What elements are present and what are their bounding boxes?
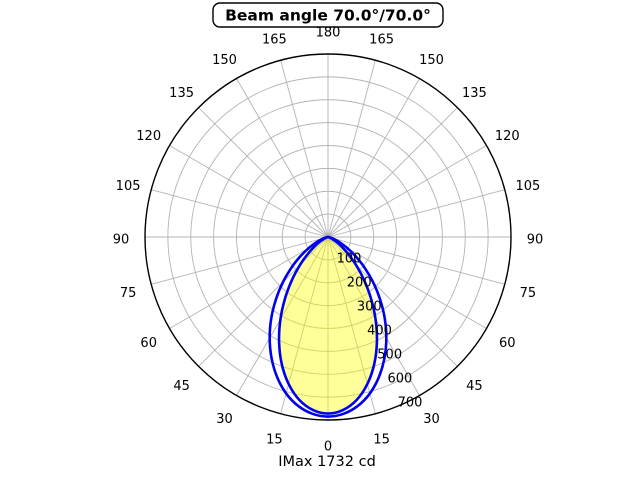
grid-ring xyxy=(304,213,352,261)
angle-tick-label: 180 xyxy=(316,26,341,41)
angle-tick-label: 165 xyxy=(369,33,394,48)
radial-tick-labels: 100 200 300 400 500 600 700 xyxy=(337,252,423,411)
angle-tick-label: 120 xyxy=(136,129,161,144)
grid-ring xyxy=(281,190,375,284)
angle-tick-label: 75 xyxy=(120,286,137,301)
angle-tick-label: 150 xyxy=(419,53,444,68)
title-border xyxy=(212,2,444,28)
grid-ring xyxy=(190,99,466,375)
angle-tick-label: 165 xyxy=(262,33,287,48)
radial-tick-label: 500 xyxy=(377,348,402,363)
grid-ring xyxy=(213,122,443,352)
radial-tick-label: 400 xyxy=(367,324,392,339)
chart-title-box: Beam angle 70.0°/70.0° xyxy=(212,2,444,28)
imax-label: IMax 1732 cd xyxy=(278,454,376,470)
radial-tick-label: 600 xyxy=(387,372,412,387)
grid-ring xyxy=(167,76,489,398)
angle-tick-label: 45 xyxy=(173,379,190,394)
radial-tick-label: 700 xyxy=(398,396,423,411)
radial-tick-label: 200 xyxy=(347,276,372,291)
grid-ring xyxy=(258,167,398,307)
angle-tick-label: 60 xyxy=(140,336,157,351)
beam-curve-c90-c270 xyxy=(268,235,388,418)
angle-tick-label: 75 xyxy=(520,286,537,301)
angle-tick-label: 90 xyxy=(113,233,130,248)
angle-tick-label: 15 xyxy=(266,432,283,447)
angle-tick-label: 135 xyxy=(462,86,487,101)
angle-tick-label: 150 xyxy=(212,53,237,68)
grid-ring xyxy=(236,145,420,329)
chart-title: Beam angle 70.0°/70.0° xyxy=(225,7,431,25)
angle-tick-label: 105 xyxy=(515,179,540,194)
angle-tick-label: 30 xyxy=(216,412,233,427)
angle-tick-label: 90 xyxy=(527,233,544,248)
angle-tick-label: 30 xyxy=(423,412,440,427)
angle-tick-label: 60 xyxy=(499,336,516,351)
radial-tick-label: 100 xyxy=(337,252,362,267)
angle-tick-label: 45 xyxy=(466,379,483,394)
beam-curves xyxy=(268,235,388,418)
angle-tick-label: 120 xyxy=(495,129,520,144)
axis-circle xyxy=(144,53,512,421)
angle-tick-label: 0 xyxy=(324,440,332,455)
radial-tick-label: 300 xyxy=(357,300,382,315)
angle-tick-label: 135 xyxy=(169,86,194,101)
grid-rings xyxy=(167,76,489,398)
angle-tick-labels: 0 15 15 30 30 45 45 60 60 75 75 90 90 105 105 120 120 135… xyxy=(113,26,544,455)
outer-axis-circle xyxy=(144,53,512,421)
angle-tick-label: 105 xyxy=(116,179,141,194)
angle-tick-label: 15 xyxy=(373,432,390,447)
